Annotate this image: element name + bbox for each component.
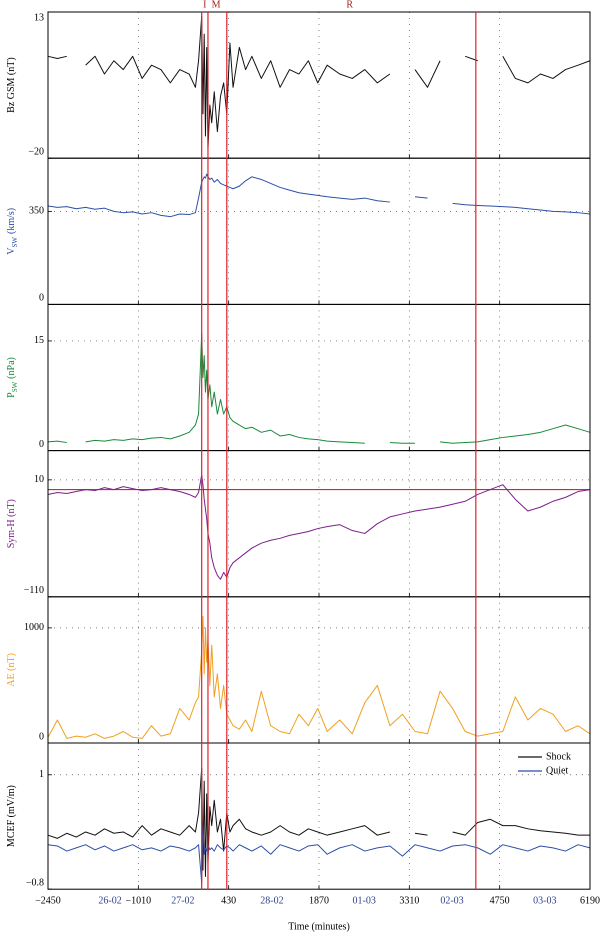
y-tick-label: −110 bbox=[24, 585, 44, 596]
y-axis-label: MCEF (mV/m) bbox=[6, 785, 17, 847]
phase-label: R bbox=[346, 0, 353, 10]
y-tick-label: 1000 bbox=[24, 622, 44, 633]
y-tick-label: 15 bbox=[34, 335, 44, 346]
series-line bbox=[47, 615, 591, 739]
y-axis-label-sub: SW bbox=[11, 237, 19, 248]
series-line bbox=[440, 424, 591, 444]
series-line bbox=[414, 196, 428, 199]
y-axis-label-unit: (nPa) bbox=[6, 357, 17, 379]
series-line bbox=[47, 767, 391, 877]
panel-frame bbox=[47, 303, 591, 452]
series-line bbox=[414, 60, 441, 88]
day-label: 28-02 bbox=[260, 895, 283, 906]
series-line bbox=[414, 832, 428, 836]
panel-frame bbox=[47, 11, 591, 159]
y-axis-label-main: Bz GSM (nT) bbox=[6, 57, 17, 113]
x-tick-label: 3310 bbox=[399, 895, 419, 906]
y-axis-label: PSW (nPa) bbox=[6, 357, 18, 398]
day-label: 26-02 bbox=[98, 895, 121, 906]
y-axis-label-sub: SW bbox=[11, 381, 19, 392]
series-line bbox=[47, 55, 67, 60]
series-line bbox=[85, 15, 391, 150]
day-label: 27-02 bbox=[171, 895, 194, 906]
series-line bbox=[47, 825, 591, 884]
y-axis-label-main: AE (nT) bbox=[6, 653, 17, 687]
x-tick-label: 6190 bbox=[580, 895, 600, 906]
phase-label: I bbox=[203, 0, 206, 10]
series-line bbox=[452, 818, 590, 836]
y-tick-label: 0 bbox=[39, 293, 44, 304]
y-axis-label: Bz GSM (nT) bbox=[6, 57, 17, 113]
day-label: 03-03 bbox=[533, 895, 556, 906]
y-tick-label: 0 bbox=[39, 731, 44, 742]
y-tick-label: 10 bbox=[34, 474, 44, 485]
panel-frame bbox=[47, 742, 591, 890]
x-axis-label: Time (minutes) bbox=[288, 921, 350, 932]
y-tick-label: −20 bbox=[28, 146, 44, 157]
y-tick-label: 350 bbox=[29, 206, 44, 217]
series-line bbox=[452, 202, 591, 215]
y-axis-label-main: V bbox=[6, 247, 17, 255]
series-line bbox=[502, 56, 591, 84]
phase-label: M bbox=[212, 0, 221, 10]
y-axis-label: AE (nT) bbox=[6, 653, 17, 687]
y-tick-label: 0 bbox=[39, 439, 44, 450]
x-tick-label: 430 bbox=[221, 895, 236, 906]
legend-label: Quiet bbox=[546, 765, 568, 776]
y-tick-label: −0.8 bbox=[26, 877, 44, 888]
series-line bbox=[47, 440, 67, 444]
panel-frame bbox=[47, 596, 591, 744]
series-line bbox=[389, 442, 415, 444]
panel-frame bbox=[47, 157, 591, 305]
y-axis-label: VSW (km/s) bbox=[6, 208, 18, 255]
x-tick-label: −1010 bbox=[126, 895, 152, 906]
y-tick-label: 13 bbox=[34, 12, 44, 23]
x-tick-label: 4750 bbox=[490, 895, 510, 906]
y-tick-label: 1 bbox=[39, 769, 44, 780]
series-line bbox=[47, 474, 591, 580]
y-axis-label-unit: (km/s) bbox=[6, 208, 17, 234]
day-label: 02-03 bbox=[440, 895, 463, 906]
y-axis-label-main: MCEF (mV/m) bbox=[6, 785, 17, 847]
series-line bbox=[47, 173, 390, 218]
series-line bbox=[85, 333, 365, 444]
y-axis-label-main: Sym-H (nT) bbox=[6, 499, 17, 548]
x-tick-label: −2450 bbox=[35, 895, 61, 906]
y-axis-label: Sym-H (nT) bbox=[6, 499, 17, 548]
day-label: 01-03 bbox=[352, 895, 375, 906]
x-tick-label: 1870 bbox=[309, 895, 329, 906]
panel-frame bbox=[47, 450, 591, 598]
legend-label: Shock bbox=[546, 751, 571, 762]
y-axis-label-main: P bbox=[6, 392, 17, 398]
